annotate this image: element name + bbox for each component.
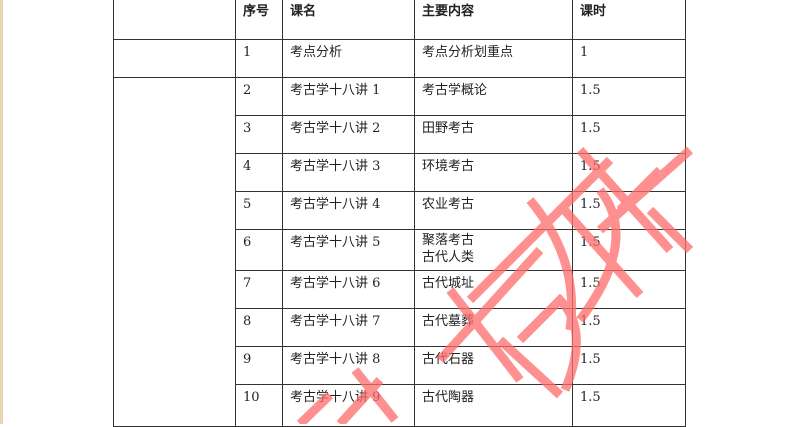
cell-text: 5	[243, 197, 252, 212]
cell-text: 4	[243, 159, 252, 174]
class-hours: 1.5	[572, 384, 686, 427]
main-content: 考古学概论	[414, 77, 573, 116]
row-number: 6	[235, 229, 283, 271]
row-number: 2	[235, 77, 283, 116]
cell-text: 古代城址	[422, 276, 475, 291]
cell-text: 1.5	[580, 235, 601, 250]
course-name: 考古学十八讲 1	[282, 77, 415, 116]
cell-text: 环境考古	[422, 159, 475, 174]
cell-text: 古代石器	[422, 352, 475, 367]
class-hours: 1.5	[572, 270, 686, 309]
main-content: 古代陶器	[414, 384, 573, 427]
cell-text: 农业考古	[422, 197, 475, 212]
course-name: 考古学十八讲 4	[282, 191, 415, 230]
main-content: 古代石器	[414, 346, 573, 385]
main-content: 田野考古	[414, 115, 573, 154]
cell-text: 主要内容	[422, 4, 475, 19]
cell-text: 课时	[580, 4, 607, 19]
cell-text: 1.5	[580, 276, 601, 291]
class-hours: 1.5	[572, 191, 686, 230]
class-hours: 1.5	[572, 346, 686, 385]
course-name: 考古学十八讲 6	[282, 270, 415, 309]
cell-text: 古代陶器	[422, 390, 475, 405]
header-no: 序号	[235, 0, 283, 40]
main-content: 考点分析划重点	[414, 39, 573, 78]
cell-text: 考古学十八讲 4	[290, 197, 381, 212]
cell-text: 古代墓葬	[422, 314, 475, 329]
cell-text: 田野考古	[422, 121, 475, 136]
row-number: 4	[235, 153, 283, 192]
course-name: 考古学十八讲 8	[282, 346, 415, 385]
cell-text: 2	[243, 83, 252, 98]
cell-text: 6	[243, 235, 252, 250]
cell-text: 8	[243, 314, 252, 329]
class-hours: 1	[572, 39, 686, 78]
cell-text: 1.5	[580, 197, 601, 212]
course-name: 考点分析	[282, 39, 415, 78]
cell-text: 9	[243, 352, 252, 367]
main-content: 农业考古	[414, 191, 573, 230]
cell-text: 1.5	[580, 390, 601, 405]
cell-text: 聚落考古	[422, 233, 475, 248]
cell-text: 课名	[290, 4, 317, 19]
cell-text: 1.5	[580, 352, 601, 367]
course-name: 考古学十八讲 5	[282, 229, 415, 271]
category-cell	[113, 77, 236, 427]
main-content: 古代墓葬	[414, 308, 573, 347]
cell-text: 1.5	[580, 121, 601, 136]
cell-text: 1.5	[580, 83, 601, 98]
course-name: 考古学十八讲 2	[282, 115, 415, 154]
row-number: 10	[235, 384, 283, 427]
class-hours: 1.5	[572, 229, 686, 271]
cell-text: 考古学十八讲 5	[290, 235, 381, 250]
cell-text: 7	[243, 276, 252, 291]
row-number: 1	[235, 39, 283, 78]
cell-text: 古代人类	[422, 250, 475, 265]
category-cell-header	[113, 0, 236, 40]
row-number: 7	[235, 270, 283, 309]
cell-text: 1	[243, 45, 252, 60]
cell-text: 考古学概论	[422, 83, 488, 98]
cell-text: 10	[243, 390, 260, 405]
cell-text: 考古学十八讲 9	[290, 390, 381, 405]
class-hours: 1.5	[572, 308, 686, 347]
cell-text: 考点分析	[290, 45, 343, 60]
cell-text: 考古学十八讲 3	[290, 159, 381, 174]
row-number: 5	[235, 191, 283, 230]
cell-text: 考点分析划重点	[422, 45, 514, 60]
class-hours: 1.5	[572, 153, 686, 192]
header-course: 课名	[282, 0, 415, 40]
header-content: 主要内容	[414, 0, 573, 40]
course-name: 考古学十八讲 7	[282, 308, 415, 347]
cell-text: 1.5	[580, 314, 601, 329]
course-name: 考古学十八讲 9	[282, 384, 415, 427]
cell-text: 考古学十八讲 2	[290, 121, 381, 136]
page-edge	[0, 0, 3, 424]
main-content: 环境考古	[414, 153, 573, 192]
cell-text: 1.5	[580, 159, 601, 174]
cell-text: 序号	[243, 4, 270, 19]
cell-text: 3	[243, 121, 252, 136]
class-hours: 1.5	[572, 115, 686, 154]
main-content: 聚落考古 古代人类	[414, 229, 573, 271]
cell-text: 1	[580, 45, 589, 60]
course-name: 考古学十八讲 3	[282, 153, 415, 192]
row-number: 8	[235, 308, 283, 347]
cell-text: 考古学十八讲 7	[290, 314, 381, 329]
cell-text: 考古学十八讲 6	[290, 276, 381, 291]
cell-text: 考古学十八讲 8	[290, 352, 381, 367]
row-number: 3	[235, 115, 283, 154]
class-hours: 1.5	[572, 77, 686, 116]
row-number: 9	[235, 346, 283, 385]
category-cell	[113, 39, 236, 78]
header-hours: 课时	[572, 0, 686, 40]
main-content: 古代城址	[414, 270, 573, 309]
cell-text: 考古学十八讲 1	[290, 83, 381, 98]
